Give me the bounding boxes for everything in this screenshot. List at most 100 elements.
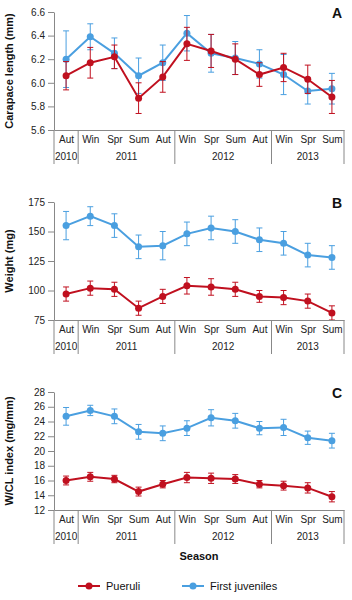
error-bar-cap [329,113,335,114]
x-axis: AutWinSprSumAutWinSprSumAutWinSprSum [55,321,345,336]
data-point [183,474,190,481]
error-bar [111,475,117,482]
error-bar-cap [160,440,166,441]
series [63,27,336,113]
error-bar [232,475,238,484]
x-tick: Spr [204,514,220,525]
data-point [159,242,166,249]
error-bar-cap [232,483,238,484]
data-point [87,33,94,40]
error-bar [281,291,287,305]
error-bar [136,235,142,259]
error-bar [256,422,262,435]
error-bar-stem [114,38,115,69]
y-tick: 6.6 [31,7,54,18]
panel-label: B [332,195,342,211]
y-axis-line [54,203,55,321]
x-tick-label: Sum [129,324,150,335]
error-bar [208,473,214,483]
y-tick: 18 [34,460,54,471]
error-bar-cap [160,259,166,260]
panel-label: A [332,5,342,21]
error-bar-cap [63,239,69,240]
x-tick: Aut [59,134,74,145]
x-tick-label: Win [82,514,99,525]
y-tick: 150 [28,226,54,237]
data-point [256,71,263,78]
y-tick: 5.8 [31,101,54,112]
series-line [66,410,332,440]
data-point [304,434,311,441]
error-bar [208,216,214,240]
x-axis: AutWinSprSumAutWinSprSumAutWinSprSum [55,511,345,526]
error-bar-cap [111,213,117,214]
error-bar-cap [232,413,238,414]
data-point [328,254,335,261]
y-tick: 24 [34,416,54,427]
error-bar-cap [281,94,287,95]
error-bar [111,214,117,238]
y-tick-mark [48,320,54,321]
group-separator [54,320,55,354]
data-point [304,484,311,491]
data-point [159,430,166,437]
error-bar [232,413,238,428]
group-separator [174,320,175,354]
group-separator [78,320,79,354]
group-separator [344,320,345,354]
y-tick: 16 [34,475,54,486]
error-bar-cap [208,72,214,73]
data-point [232,228,239,235]
x-axis-line [55,130,345,131]
year-label: 2011 [116,531,138,542]
data-point [183,40,190,47]
error-bar [87,207,93,226]
x-tick-label: Sum [322,324,343,335]
error-bar-cap [63,301,69,302]
x-tick: Aut [252,134,267,145]
error-bar-cap [63,425,69,426]
error-bar [208,34,214,67]
error-bar-cap [87,481,93,482]
error-bar [329,80,335,113]
error-bar-cap [305,308,311,309]
y-tick-label: 75 [34,315,46,326]
legend-label: First juveniles [210,580,278,592]
error-bar-cap [232,41,238,42]
error-bar-cap [111,423,117,424]
x-tick: Win [82,324,99,335]
error-bar-cap [329,433,335,434]
error-bar-cap [256,62,262,63]
error-bar-cap [111,68,117,69]
error-bar [208,34,214,72]
error-bar [63,407,69,425]
x-tick-label: Spr [300,324,316,335]
error-bar [63,31,69,88]
data-point [87,59,94,66]
y-tick-label: 6.0 [31,78,45,89]
error-bar-cap [281,231,287,232]
error-bar-cap [136,439,142,440]
error-bar [305,65,311,93]
data-point [111,53,118,60]
x-tick: Sum [129,514,150,525]
error-bar [305,294,311,308]
y-tick: 20 [34,446,54,457]
error-bar [281,419,287,435]
group-separator [78,130,79,164]
error-bar [184,278,190,295]
data-point [232,56,239,63]
error-bar-cap [256,251,262,252]
data-point [87,407,94,414]
error-bar-cap [232,74,238,75]
error-bar-cap [281,53,287,54]
y-tick-label: 125 [28,256,45,267]
error-bar-cap [87,405,93,406]
y-tick-label: 16 [34,475,46,486]
x-tick-label: Spr [107,324,123,335]
error-bar [329,433,335,448]
error-bar-cap [63,484,69,485]
error-bar-cap [87,472,93,473]
data-point [280,294,287,301]
error-bar [256,63,262,87]
